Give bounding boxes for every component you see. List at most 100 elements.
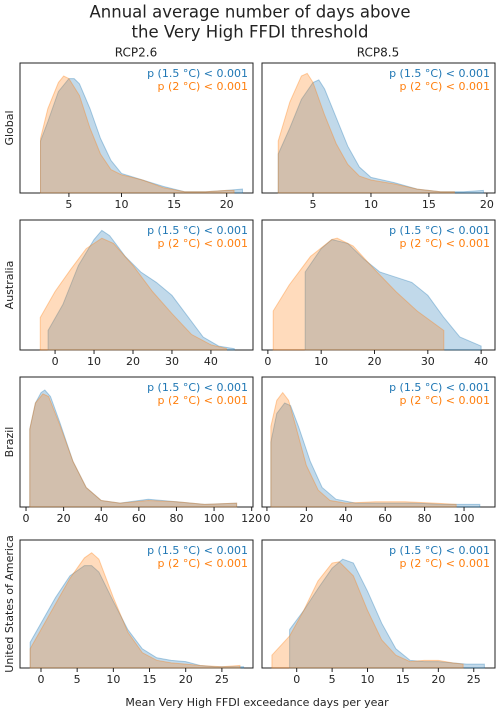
panel-frame [261, 62, 496, 194]
x-tick-label: 25 [215, 673, 229, 686]
panel [261, 219, 496, 351]
x-tick-label: 60 [378, 512, 392, 525]
column-title: RCP8.5 [357, 46, 399, 60]
legend-label: p (2 °C) < 0.001 [158, 557, 248, 570]
legend-label: p (2 °C) < 0.001 [400, 80, 490, 93]
x-tick-label: 0 [263, 512, 270, 525]
x-tick-label: 0 [37, 673, 44, 686]
legend-label: p (2 °C) < 0.001 [400, 237, 490, 250]
x-tick-label: 80 [169, 512, 183, 525]
x-tick-label: 20 [220, 198, 234, 211]
x-tick-label: 20 [480, 198, 494, 211]
row-label: Brazil [3, 427, 16, 458]
x-tick-label: 15 [396, 673, 410, 686]
panel-frame [261, 376, 496, 508]
x-tick-label: 30 [421, 355, 435, 368]
density-area [271, 561, 464, 669]
density-area [270, 391, 457, 508]
x-tick-label: 15 [422, 198, 436, 211]
x-tick-label: 20 [368, 355, 382, 368]
panel-frame [19, 62, 254, 194]
panel-frame [261, 539, 496, 669]
x-tick-label: 100 [204, 512, 225, 525]
x-tick-label: 20 [299, 512, 313, 525]
density-area [277, 79, 484, 194]
row-label: Global [3, 110, 16, 145]
panel-frame [261, 219, 496, 351]
x-tick-label: 30 [165, 355, 179, 368]
x-tick-label: 20 [57, 512, 71, 525]
legend-label: p (1.5 °C) < 0.001 [389, 67, 490, 80]
x-tick-label: 0 [293, 673, 300, 686]
density-area [40, 75, 235, 194]
x-tick-label: 5 [310, 198, 317, 211]
legend-label: p (1.5 °C) < 0.001 [147, 381, 248, 394]
x-tick-label: 20 [179, 673, 193, 686]
density-area [289, 558, 485, 669]
panel-frame [19, 376, 254, 508]
legend-label: p (1.5 °C) < 0.001 [389, 381, 490, 394]
density-area [272, 237, 445, 351]
x-tick-label: 5 [74, 673, 81, 686]
density-area [270, 402, 481, 508]
density-area [47, 229, 235, 351]
density-area [29, 393, 238, 508]
title-line: the Very High FFDI threshold [132, 23, 369, 42]
panel-frame [19, 219, 254, 351]
x-tick-label: 10 [87, 355, 101, 368]
density-area [40, 78, 243, 194]
x-tick-label: 10 [115, 198, 129, 211]
legend-label: p (1.5 °C) < 0.001 [389, 544, 490, 557]
row-label: Australia [3, 261, 16, 310]
density-area [29, 565, 245, 669]
x-tick-label: 80 [418, 512, 432, 525]
x-tick-label: 40 [204, 355, 218, 368]
x-tick-label: 15 [167, 198, 181, 211]
x-tick-label: 120 [241, 512, 262, 525]
density-area [304, 238, 482, 351]
x-tick-label: 5 [329, 673, 336, 686]
legend-label: p (2 °C) < 0.001 [158, 80, 248, 93]
x-axis-label: Mean Very High FFDI exceedance days per … [125, 696, 389, 709]
x-tick-label: 40 [474, 355, 488, 368]
x-tick-label: 40 [339, 512, 353, 525]
column-title: RCP2.6 [115, 46, 157, 60]
x-tick-label: 60 [132, 512, 146, 525]
legend-label: p (2 °C) < 0.001 [400, 394, 490, 407]
legend-label: p (1.5 °C) < 0.001 [147, 544, 248, 557]
x-tick-label: 10 [364, 198, 378, 211]
panel [261, 376, 496, 508]
legend-label: p (2 °C) < 0.001 [400, 557, 490, 570]
density-area [277, 72, 455, 194]
density-area [29, 552, 241, 669]
x-tick-label: 25 [467, 673, 481, 686]
x-tick-label: 100 [454, 512, 475, 525]
legend-label: p (1.5 °C) < 0.001 [147, 224, 248, 237]
panel [261, 539, 496, 669]
panel [19, 62, 254, 194]
row-label: United States of America [3, 535, 16, 672]
x-tick-label: 20 [431, 673, 445, 686]
x-tick-label: 10 [361, 673, 375, 686]
panel [19, 539, 254, 669]
x-tick-label: 15 [143, 673, 157, 686]
panel-frame [19, 539, 254, 669]
panel [19, 376, 254, 508]
x-tick-label: 10 [106, 673, 120, 686]
panel [261, 62, 496, 194]
x-tick-label: 40 [94, 512, 108, 525]
density-area [39, 237, 228, 351]
legend-label: p (2 °C) < 0.001 [158, 237, 248, 250]
density-area [29, 389, 238, 508]
legend-label: p (1.5 °C) < 0.001 [389, 224, 490, 237]
x-tick-label: 10 [314, 355, 328, 368]
legend-label: p (2 °C) < 0.001 [158, 394, 248, 407]
x-tick-label: 5 [65, 198, 72, 211]
x-tick-label: 0 [52, 355, 59, 368]
x-tick-label: 0 [23, 512, 30, 525]
x-tick-label: 20 [126, 355, 140, 368]
panel [19, 219, 254, 351]
x-tick-label: 0 [264, 355, 271, 368]
title-line: Annual average number of days above [90, 3, 411, 22]
